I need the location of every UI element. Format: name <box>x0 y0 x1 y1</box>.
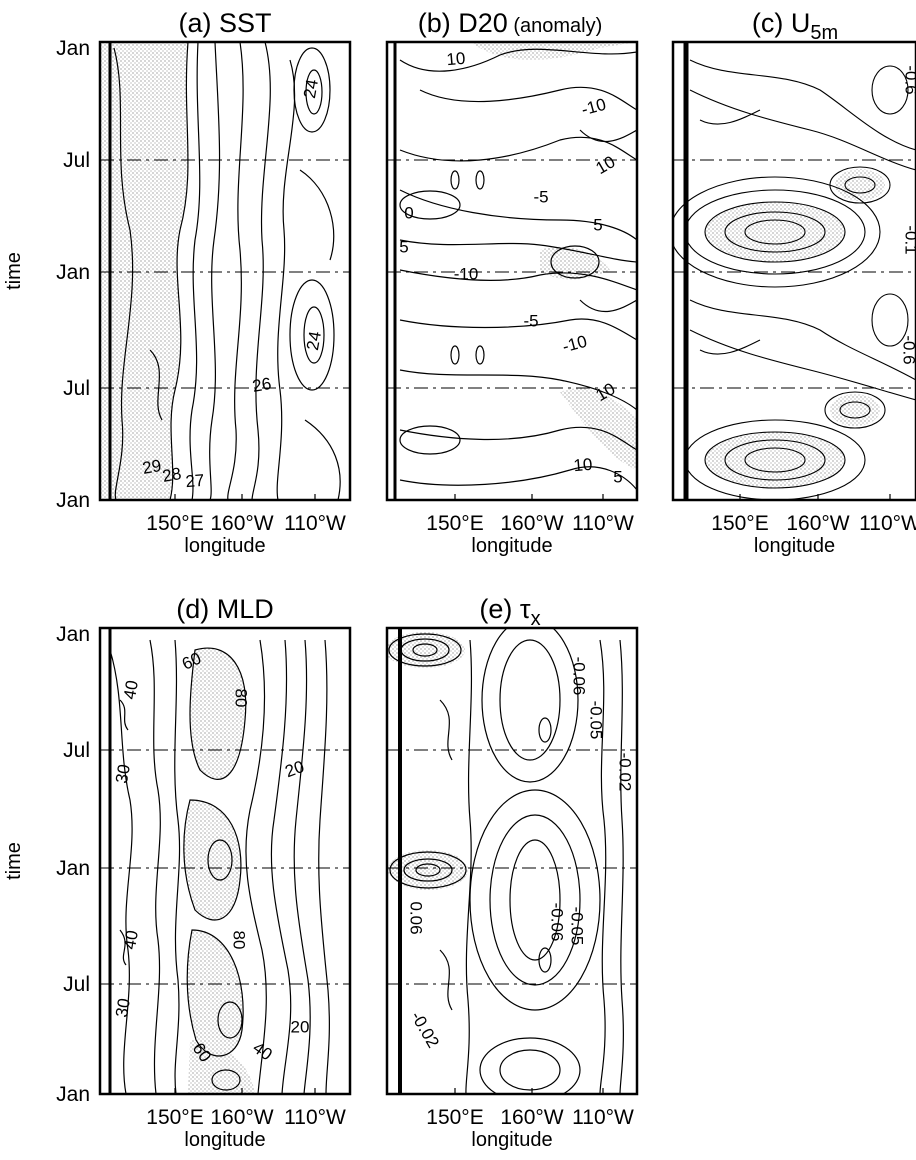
panel-b-contour-label: -10 <box>454 264 479 283</box>
panel-c-frame <box>671 40 916 502</box>
panel-a-warm-pool-shading <box>100 42 188 500</box>
panel-d-contour-label: 20 <box>283 757 307 781</box>
panel-d-frame <box>98 626 352 1096</box>
panel-a-ytick-label: Jul <box>63 377 90 400</box>
panel-a-sst <box>98 40 352 502</box>
panel-a-contour-label: 27 <box>185 471 206 492</box>
panel-e-contour-label: -0.06 <box>570 657 589 696</box>
panel-e-xtick-label: 150°E <box>426 1106 483 1129</box>
panel-a-contour-label: 28 <box>161 464 183 486</box>
panel-a-contour-label: 24 <box>303 330 325 352</box>
panel-c-xtick-label: 150°E <box>711 512 768 535</box>
panel-d-contour-label: 30 <box>112 763 134 785</box>
panel-c-contour-label: -0.1 <box>902 225 916 254</box>
panel-e-xlabel: longitude <box>471 1129 552 1151</box>
panel-a-ytick-label: Jan <box>56 261 90 284</box>
panel-e-plot <box>387 628 624 1094</box>
panel-d-ytick-label: Jan <box>56 1083 90 1106</box>
panel-a-ytick-label: Jan <box>56 37 90 60</box>
panel-a-contour-label: 24 <box>300 78 322 100</box>
panel-d-contour-label: 30 <box>112 997 134 1019</box>
panel-e-contour-label: -0.05 <box>568 907 587 946</box>
panel-b-contour-label: -10 <box>560 332 589 357</box>
panel-c-title: (c) U5m <box>752 8 838 44</box>
panel-d-mld <box>98 626 352 1096</box>
panel-d-contour-label: 40 <box>120 929 142 951</box>
panel-e-gridlines <box>387 749 637 985</box>
panel-b-contour-label: 5 <box>593 215 602 234</box>
panel-e-frame <box>385 626 639 1096</box>
panel-a-ylabel: time <box>3 252 25 290</box>
panel-e-contour-label: -0.06 <box>548 903 567 942</box>
panel-d-ytick-label: Jan <box>56 857 90 880</box>
panel-a-plot <box>100 42 341 500</box>
panel-b-contour-label: 10 <box>446 49 467 70</box>
panel-c-gridlines <box>673 159 916 389</box>
panel-e-contour-label: -0.05 <box>587 701 606 740</box>
panel-b-xtick-label: 150°E <box>426 512 483 535</box>
panel-b-xtick-label: 110°W <box>572 512 634 535</box>
panel-d-contour-label: 80 <box>232 689 251 708</box>
panel-e-title: (e) τx <box>479 594 540 630</box>
panel-a-ytick-label: Jan <box>56 489 90 512</box>
panel-b-xtick-label: 160°W <box>500 512 563 535</box>
panel-e-xtick-label: 110°W <box>572 1106 634 1129</box>
panel-d-ytick-label: Jan <box>56 623 90 646</box>
panel-d-xlabel: longitude <box>184 1129 265 1151</box>
panel-c-contour-label: -0.6 <box>900 335 916 364</box>
panel-c-u5m <box>671 40 916 502</box>
panel-d-contour-label: 40 <box>249 1038 275 1064</box>
panel-d-xtick-label: 160°W <box>210 1106 273 1129</box>
panel-e-contour-label: -0.02 <box>407 1008 443 1051</box>
panel-b-title: (b) D20 (anomaly) <box>418 8 603 38</box>
panel-b-contour-label: 0 <box>404 203 413 222</box>
panel-c-plot <box>673 59 916 500</box>
panel-e-contour-label: 0.06 <box>407 901 426 934</box>
panel-a-ytick-label: Jul <box>63 149 90 172</box>
panel-a-contour-label: 26 <box>251 374 273 396</box>
panel-b-contour-label: -10 <box>579 95 608 120</box>
panel-a-xtick-label: 160°W <box>210 512 273 535</box>
panel-b-contour-label: 5 <box>613 467 622 486</box>
panel-b-frame <box>385 40 639 502</box>
panel-b-contour-label: -5 <box>523 311 538 330</box>
panel-a-xtick-label: 150°E <box>146 512 203 535</box>
panel-a-frame <box>98 40 352 502</box>
panel-e-contour-label: -0.02 <box>616 753 635 792</box>
panel-a-contour-label: 29 <box>141 456 163 478</box>
panel-b-contour-label: 5 <box>399 237 408 256</box>
panel-c-xtick-label: 160°W <box>786 512 849 535</box>
panel-d-title: (d) MLD <box>176 594 274 624</box>
panel-b-gridlines <box>387 159 637 389</box>
panel-d-ylabel: time <box>3 842 25 880</box>
panel-b-contour-label: 10 <box>573 455 594 476</box>
panel-b-plot <box>399 42 637 491</box>
panel-e-taux <box>385 626 639 1096</box>
panel-d-gridlines <box>100 749 350 985</box>
panel-a-xlabel: longitude <box>184 535 265 557</box>
panel-d-plot <box>109 639 330 1094</box>
panel-c-xtick-label: 110°W <box>859 512 916 535</box>
panel-d-contour-label: 40 <box>120 679 142 701</box>
panel-d-contour-label: 80 <box>230 931 249 950</box>
panel-e-xtick-label: 160°W <box>500 1106 563 1129</box>
panel-a-title: (a) SST <box>178 8 271 38</box>
panel-b-contour-label: -5 <box>533 187 548 206</box>
panel-a-gridlines <box>100 159 350 389</box>
panel-d-contour-label: 20 <box>291 1017 310 1036</box>
panel-c-contour-label: -0.6 <box>902 65 916 94</box>
panel-d-ytick-label: Jul <box>63 973 90 996</box>
panel-b-contour-label: 10 <box>593 152 619 178</box>
panel-d-xtick-label: 150°E <box>146 1106 203 1129</box>
panel-a-xtick-label: 110°W <box>284 512 346 535</box>
panel-d-ytick-label: Jul <box>63 739 90 762</box>
panel-b-d20 <box>385 40 639 502</box>
panel-c-xlabel: longitude <box>754 535 835 557</box>
panel-b-xlabel: longitude <box>471 535 552 557</box>
panel-d-xtick-label: 110°W <box>284 1106 346 1129</box>
